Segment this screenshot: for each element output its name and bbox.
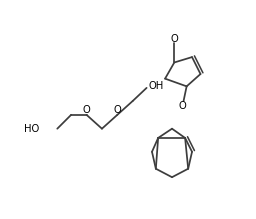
Text: O: O bbox=[178, 101, 186, 111]
Text: O: O bbox=[170, 34, 178, 44]
Text: O: O bbox=[83, 105, 90, 115]
Text: HO: HO bbox=[24, 124, 40, 134]
Text: OH: OH bbox=[149, 81, 164, 91]
Text: O: O bbox=[113, 105, 121, 115]
